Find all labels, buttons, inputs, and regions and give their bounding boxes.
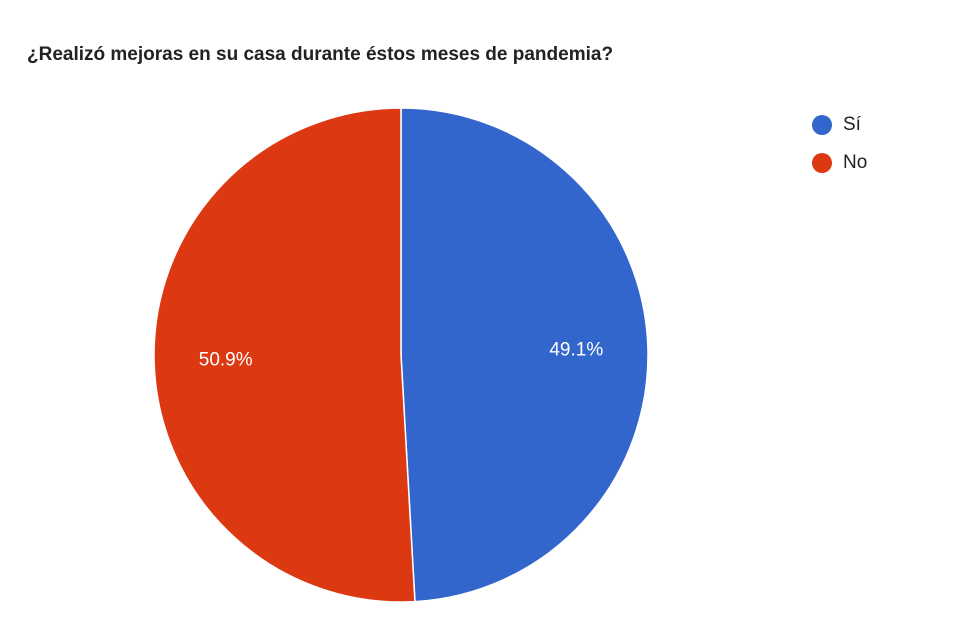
legend-label: Sí: [843, 114, 861, 135]
legend-item: Sí: [812, 106, 867, 144]
chart-title: ¿Realizó mejoras en su casa durante ésto…: [27, 44, 614, 65]
pie-slice-labels: 49.1% 50.9%: [199, 340, 604, 371]
legend-dot-icon: [812, 115, 832, 135]
pie-slice-1: [153, 107, 416, 603]
pie-slices: [153, 107, 649, 603]
legend-item: No: [812, 144, 867, 182]
legend-dot-icon: [812, 153, 832, 173]
slice-value-label: 50.9%: [199, 349, 253, 370]
legend: Sí No: [812, 106, 867, 182]
legend-label: No: [843, 152, 868, 173]
slice-value-label: 49.1%: [549, 340, 603, 361]
pie-slice-0: [400, 107, 649, 603]
